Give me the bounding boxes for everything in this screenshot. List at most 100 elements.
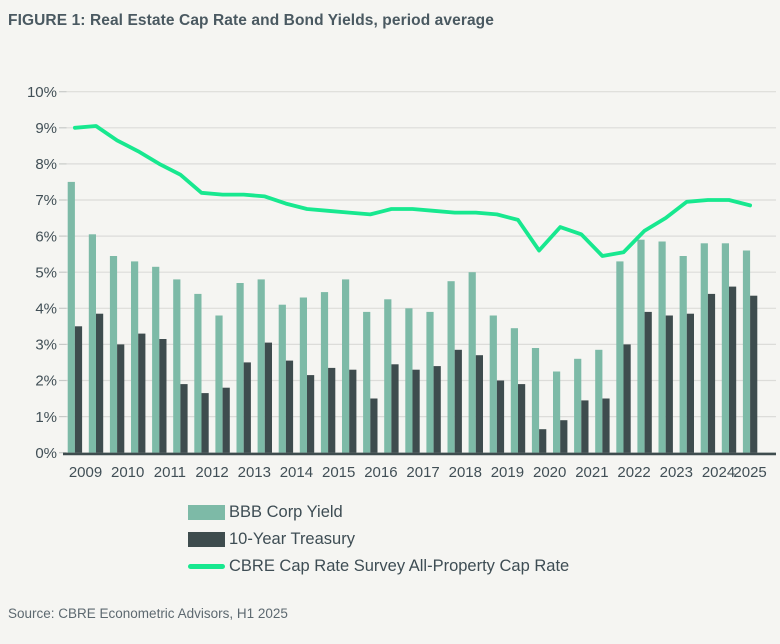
bbb-corp-yield-bar <box>215 315 223 453</box>
figure-title: FIGURE 1: Real Estate Cap Rate and Bond … <box>8 12 494 29</box>
x-tick-label: 2011 <box>154 464 186 481</box>
treasury-bar <box>623 344 631 453</box>
bbb-corp-yield-bar <box>700 243 708 453</box>
bbb-corp-yield-bar <box>679 256 687 453</box>
x-tick-label: 2013 <box>238 464 271 481</box>
treasury-bar <box>539 429 547 453</box>
x-tick-label: 2014 <box>280 464 313 481</box>
x-tick-label: 2022 <box>617 464 650 481</box>
treasury-bar <box>307 375 315 453</box>
bbb-corp-yield-bar <box>320 292 329 453</box>
treasury-bar <box>581 400 589 453</box>
bbb-corp-yield-bar <box>363 311 371 453</box>
bbb-corp-yield-bar <box>194 293 202 453</box>
bbb-corp-yield-bar <box>574 358 582 453</box>
bbb-corp-yield-bar <box>109 256 118 453</box>
legend-item-bbb-corp-yield: BBB Corp Yield <box>188 502 569 522</box>
bbb-corp-yield-bar <box>637 239 645 453</box>
treasury-bar <box>665 315 673 453</box>
bbb-corp-yield-bar <box>299 297 307 453</box>
bbb-corp-yield-bar <box>658 241 666 453</box>
y-tick-label: 0% <box>35 445 57 462</box>
x-tick-label: 2017 <box>406 464 439 481</box>
treasury-bar <box>285 360 294 453</box>
bbb-corp-yield-bar <box>278 304 286 453</box>
bbb-corp-yield-bar <box>489 315 497 453</box>
y-tick-label: 8% <box>35 156 57 173</box>
bbb-corp-yield-bar <box>173 279 181 453</box>
treasury-bar <box>433 366 441 453</box>
legend-label: 10-Year Treasury <box>229 529 355 548</box>
treasury-bar <box>391 364 399 453</box>
x-tick-label: 2020 <box>533 464 566 481</box>
x-tick-label: 2009 <box>69 464 102 481</box>
treasury-bar <box>74 326 83 453</box>
treasury-bar <box>602 398 610 453</box>
x-tick-label: 2025 <box>733 464 766 481</box>
source-note: Source: CBRE Econometric Advisors, H1 20… <box>8 606 288 621</box>
bbb-corp-yield-bar <box>236 283 244 453</box>
bbb-corp-yield-bar <box>131 261 139 453</box>
bbb-corp-yield-bar <box>553 371 561 453</box>
treasury-swatch-icon <box>188 531 225 547</box>
x-tick-label: 2012 <box>195 464 228 481</box>
y-tick-label: 9% <box>35 120 57 137</box>
x-tick-label: 2021 <box>575 464 608 481</box>
legend-item-10-year-treasury: 10-Year Treasury <box>188 529 569 549</box>
bbb-corp-yield-bar <box>405 308 413 453</box>
bbb-corp-yield-bar <box>426 311 434 453</box>
treasury-bar <box>159 339 167 453</box>
treasury-bar <box>349 369 357 453</box>
legend-label: BBB Corp Yield <box>229 502 343 521</box>
x-tick-label: 2010 <box>111 464 144 481</box>
x-tick-label: 2019 <box>491 464 524 481</box>
bbb-corp-yield-bar <box>447 281 455 453</box>
x-tick-label: 2018 <box>449 464 482 481</box>
bbb-corp-yield-bar <box>721 243 729 453</box>
bbb-corp-yield-bar <box>510 328 518 453</box>
x-tick-label: 2023 <box>660 464 693 481</box>
bbb-corp-yield-bar <box>742 250 751 453</box>
y-tick-label: 6% <box>35 228 57 245</box>
treasury-bar <box>644 311 652 453</box>
bbb-corp-yield-bar <box>384 299 392 453</box>
treasury-bar <box>180 384 188 453</box>
x-tick-label: 2016 <box>364 464 397 481</box>
bbb-corp-yield-bar <box>468 272 476 453</box>
treasury-bar <box>138 333 146 453</box>
bbb-corp-yield-bar <box>342 279 350 453</box>
treasury-bar <box>475 355 483 453</box>
treasury-bar <box>264 342 272 453</box>
cap-rate-line-swatch-icon <box>188 563 225 569</box>
bbb-corp-yield-bar <box>257 279 265 453</box>
treasury-bar <box>750 295 758 453</box>
bbb-swatch-icon <box>188 504 225 520</box>
y-tick-label: 2% <box>35 373 57 390</box>
treasury-bar <box>412 369 420 453</box>
bbb-corp-yield-bar <box>88 234 96 453</box>
x-tick-label: 2015 <box>322 464 355 481</box>
y-tick-label: 5% <box>35 264 57 281</box>
treasury-bar <box>222 387 230 453</box>
treasury-bar <box>496 380 505 453</box>
treasury-bar <box>518 384 526 453</box>
y-tick-label: 10% <box>27 84 57 101</box>
treasury-bar <box>201 393 209 453</box>
legend-label: CBRE Cap Rate Survey All-Property Cap Ra… <box>229 556 570 575</box>
treasury-bar <box>370 398 378 453</box>
treasury-bar <box>707 293 716 453</box>
treasury-bar <box>560 420 568 453</box>
treasury-bar <box>117 344 125 453</box>
y-tick-label: 1% <box>35 409 57 426</box>
treasury-bar <box>729 286 737 453</box>
x-tick-label: 2024 <box>702 464 735 481</box>
treasury-bar <box>454 349 462 453</box>
bbb-corp-yield-bar <box>67 181 75 453</box>
bbb-corp-yield-bar <box>595 349 603 453</box>
cap-rate-survey-line <box>73 124 752 258</box>
y-tick-label: 3% <box>35 337 57 354</box>
treasury-bar <box>686 313 694 453</box>
bbb-corp-yield-bar <box>531 348 540 453</box>
